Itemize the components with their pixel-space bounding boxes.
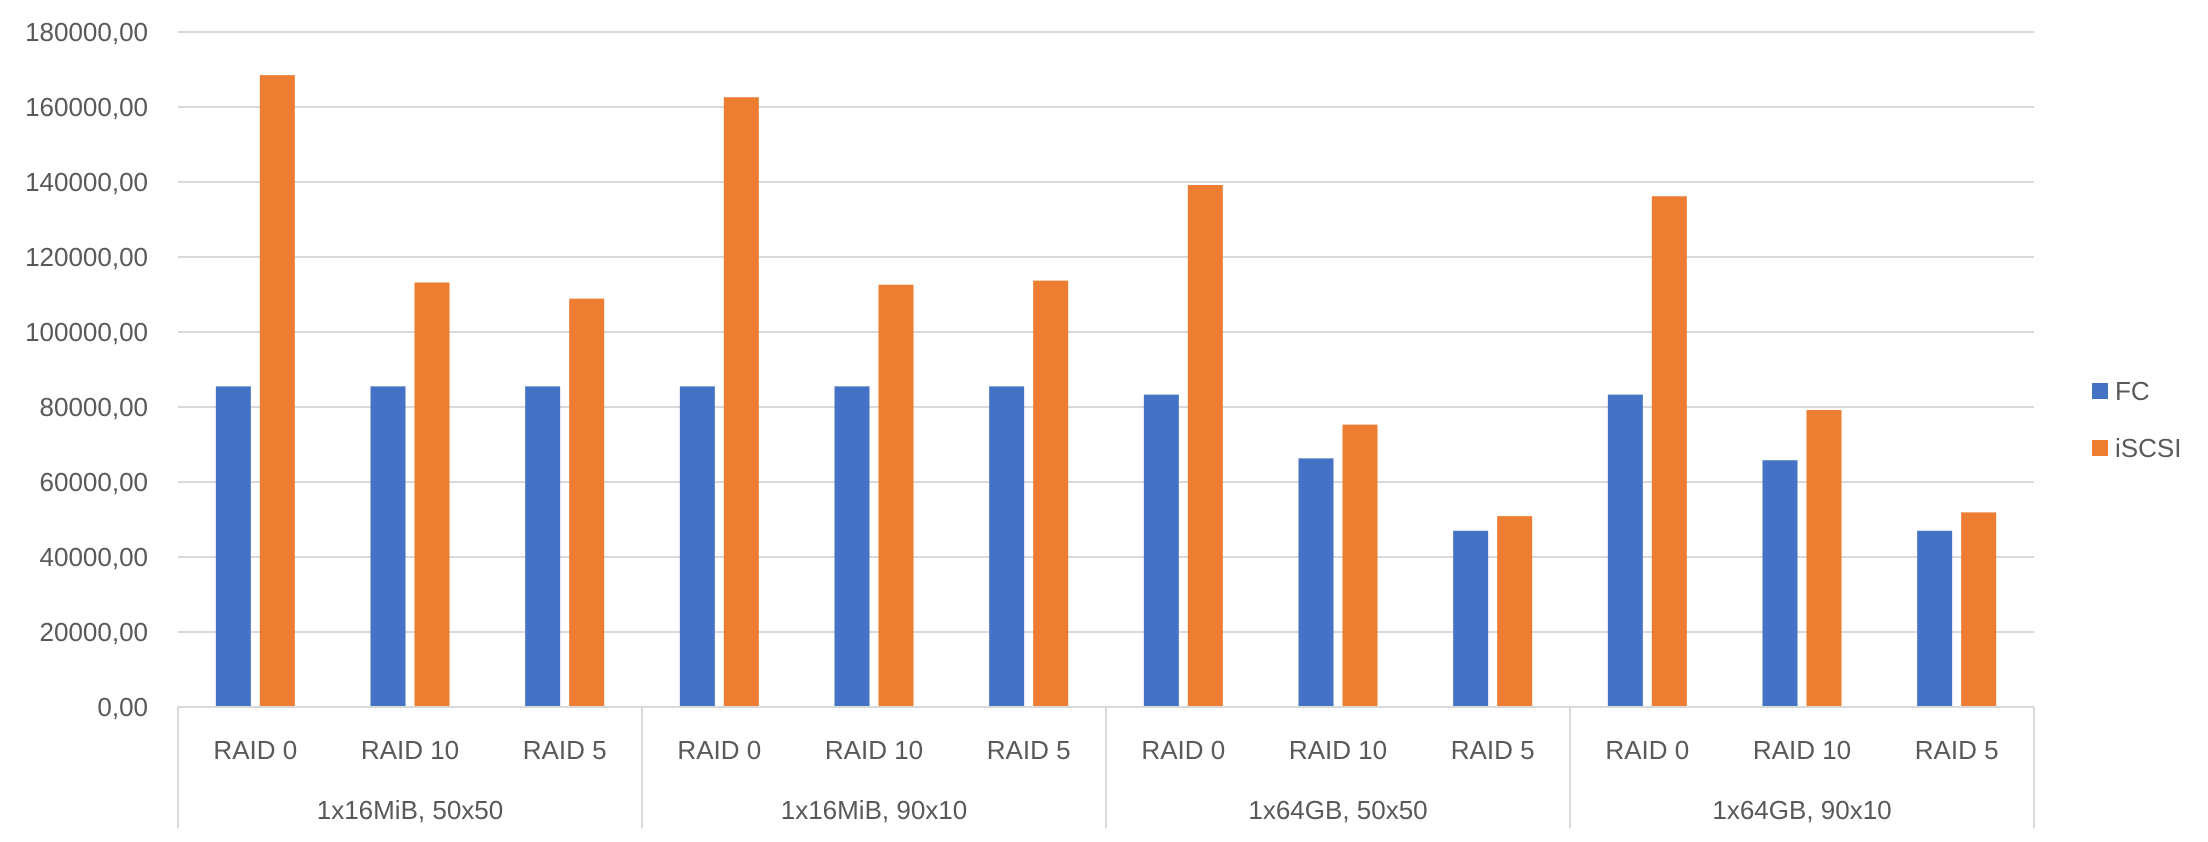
y-tick-label: 180000,00 — [25, 17, 148, 47]
bar-fc — [1917, 530, 1953, 707]
x-group-label: 1x64GB, 90x10 — [1712, 795, 1891, 825]
legend: FC iSCSI — [2092, 376, 2181, 463]
y-tick-label: 140000,00 — [25, 167, 148, 197]
bar-iscsi — [1961, 512, 1997, 707]
bar-fc — [1298, 458, 1334, 707]
bars — [215, 75, 1997, 707]
x-axis: RAID 0 RAID 10 RAID 5 RAID 0 RAID 10 RAID 5 RA… — [177, 706, 2035, 828]
bar-fc — [1607, 394, 1643, 707]
bar-iscsi — [1342, 424, 1378, 707]
y-tick-label: 160000,00 — [25, 92, 148, 122]
y-tick-label: 100000,00 — [25, 317, 148, 347]
y-tick-label: 20000,00 — [40, 617, 148, 647]
gridlines — [178, 31, 2034, 708]
x-category-label: RAID 5 — [1915, 735, 1999, 765]
x-group-label: 1x16MiB, 50x50 — [317, 795, 503, 825]
x-category-label: RAID 10 — [361, 735, 459, 765]
y-tick-label: 0,00 — [97, 692, 148, 722]
x-category-label: RAID 0 — [1141, 735, 1225, 765]
legend-label-fc: FC — [2115, 376, 2150, 406]
bar-iscsi — [259, 75, 295, 707]
x-category-label: RAID 0 — [1605, 735, 1689, 765]
bar-iscsi — [878, 284, 914, 707]
bar-iscsi — [1806, 410, 1842, 707]
bar-iscsi — [1497, 516, 1533, 707]
x-category-label: RAID 0 — [213, 735, 297, 765]
bar-fc — [1143, 394, 1179, 707]
bar-fc — [989, 386, 1025, 707]
y-tick-label: 40000,00 — [40, 542, 148, 572]
x-category-label: RAID 0 — [677, 735, 761, 765]
bar-iscsi — [1033, 280, 1069, 707]
bar-fc — [215, 386, 251, 707]
x-category-label: RAID 10 — [1289, 735, 1387, 765]
legend-swatch-iscsi — [2092, 440, 2108, 456]
legend-swatch-fc — [2092, 383, 2108, 399]
legend-label-iscsi: iSCSI — [2115, 433, 2181, 463]
bar-iscsi — [723, 97, 759, 707]
bar-iscsi — [569, 298, 605, 707]
x-category-label: RAID 10 — [825, 735, 923, 765]
x-category-label: RAID 5 — [987, 735, 1071, 765]
y-tick-label: 80000,00 — [40, 392, 148, 422]
x-group-label: 1x64GB, 50x50 — [1248, 795, 1427, 825]
bar-fc — [525, 386, 561, 707]
y-axis-tick-labels: 0,00 20000,00 40000,00 60000,00 80000,00 1000… — [25, 17, 148, 722]
x-category-label: RAID 5 — [523, 735, 607, 765]
y-tick-label: 60000,00 — [40, 467, 148, 497]
bar-fc — [1453, 530, 1489, 707]
x-category-label: RAID 5 — [1451, 735, 1535, 765]
bar-iscsi — [1651, 196, 1687, 707]
bar-fc — [679, 386, 715, 707]
y-tick-label: 120000,00 — [25, 242, 148, 272]
x-group-label: 1x16MiB, 90x10 — [781, 795, 967, 825]
bar-iscsi — [1187, 185, 1223, 707]
bar-fc — [1762, 460, 1798, 707]
x-category-label: RAID 10 — [1753, 735, 1851, 765]
bar-fc — [834, 386, 870, 707]
bar-fc — [370, 386, 406, 707]
bar-iscsi — [414, 282, 450, 707]
